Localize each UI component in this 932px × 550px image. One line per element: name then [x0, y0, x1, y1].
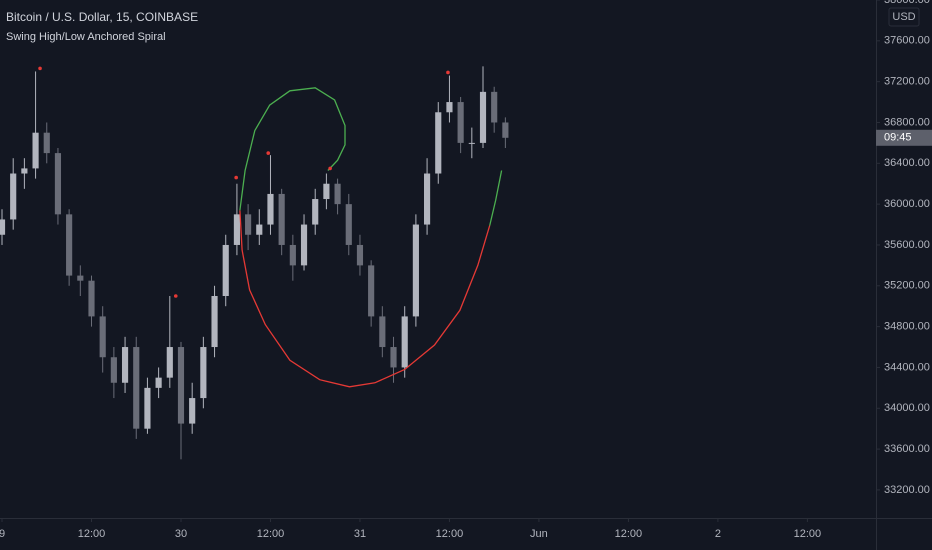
currency-label: USD [892, 11, 915, 23]
y-tick-label: 36000.00 [884, 198, 930, 210]
candle-body [166, 347, 173, 378]
currency-box[interactable] [888, 7, 920, 27]
spiral-line [239, 87, 346, 211]
swing-marker [328, 166, 332, 171]
candle-body [267, 193, 274, 225]
candle-body [334, 183, 341, 205]
indicator-name: Swing High/Low Anchored Spiral [6, 31, 166, 43]
y-tick-label: 36400.00 [884, 157, 930, 169]
candle-body [479, 91, 487, 143]
y-tick-label: 33200.00 [884, 484, 930, 496]
swing-marker [38, 66, 42, 71]
y-tick-label: 34400.00 [884, 361, 930, 373]
y-tick-label: 37600.00 [884, 35, 930, 47]
candle-body [54, 153, 62, 215]
candle-body [88, 280, 95, 317]
x-tick-label: 2 [715, 528, 721, 540]
candle-body [345, 204, 352, 245]
swing-marker [266, 151, 271, 155]
x-tick-label: 31 [354, 528, 366, 540]
x-tick-label: 12:00 [436, 528, 464, 540]
x-tick-label: 12:00 [615, 528, 643, 540]
candle-body [491, 91, 498, 123]
candle-body [177, 347, 185, 424]
countdown-box [876, 129, 932, 146]
candle-body [155, 377, 162, 388]
spiral-line [489, 170, 503, 226]
candle-body [468, 142, 475, 144]
candle-body [245, 214, 252, 235]
x-tick-label: Jun [530, 528, 548, 540]
candle-body [412, 224, 419, 317]
candle-body [312, 199, 319, 225]
candle-body [502, 122, 509, 138]
candle-body [300, 224, 308, 266]
candle-body [368, 265, 375, 317]
candle-body [457, 102, 464, 143]
candle-body [77, 275, 84, 281]
candle-body [189, 398, 196, 424]
countdown-label: 09:45 [884, 132, 912, 144]
candle-body [43, 132, 50, 154]
y-tick-label: 34800.00 [884, 321, 930, 333]
candle-body [423, 173, 431, 225]
x-tick-label: 12:00 [257, 528, 285, 540]
candle-body [200, 347, 207, 399]
candle-body [278, 193, 285, 245]
candle-body [323, 183, 330, 200]
candle-body [446, 102, 453, 113]
x-tick-label: 12:00 [794, 528, 822, 540]
y-tick-label: 33600.00 [884, 443, 930, 455]
swing-marker [446, 70, 450, 75]
candle-body [32, 132, 39, 169]
candle-body [10, 173, 17, 220]
candle-body [21, 168, 28, 174]
y-tick-label: 35600.00 [884, 239, 930, 251]
swing-marker [234, 175, 238, 180]
x-tick-label: 30 [175, 528, 187, 540]
candle-body [390, 347, 397, 368]
y-tick-label: 35200.00 [884, 280, 930, 292]
y-tick-label: 37200.00 [884, 76, 930, 88]
candle-body [99, 316, 106, 358]
candle-body [233, 214, 240, 245]
candle-body [256, 224, 263, 235]
candle-body [356, 244, 364, 266]
candle-body [121, 347, 129, 383]
x-tick-label: 12:00 [78, 528, 106, 540]
y-tick-label: 38000.00 [884, 0, 930, 6]
candle-body [379, 316, 386, 348]
candle-body [110, 357, 117, 383]
candle-body [0, 219, 6, 235]
candle-body [435, 112, 442, 174]
spiral-line [239, 210, 491, 388]
candle-body [222, 244, 229, 296]
candle-body [401, 316, 408, 368]
y-tick-label: 34000.00 [884, 402, 930, 414]
candle-body [289, 244, 296, 266]
y-tick-label: 36800.00 [884, 116, 930, 128]
x-tick-label: 9 [0, 528, 5, 540]
chart-title: Bitcoin / U.S. Dollar, 15, COINBASE [6, 10, 198, 24]
swing-marker [173, 294, 178, 298]
candle-body [144, 387, 151, 429]
candle-body [133, 347, 140, 429]
candle-body [211, 296, 218, 348]
candle-body [66, 214, 73, 276]
